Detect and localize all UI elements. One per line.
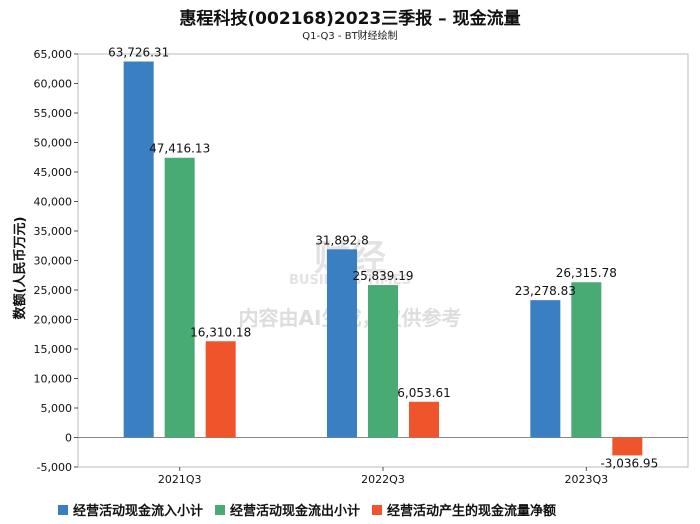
y-axis-label: 数额(人民币万元): [12, 217, 28, 320]
legend-label: 经营活动现金流出小计: [230, 504, 361, 519]
y-tick-label: 25,000: [34, 284, 73, 297]
legend-label: 经营活动产生的现金流量净额: [387, 504, 557, 519]
bar: [164, 157, 195, 438]
y-tick-label: 20,000: [34, 314, 73, 327]
y-tick-label: 10,000: [34, 373, 73, 386]
y-tick-label: 30,000: [34, 255, 73, 268]
legend-swatch: [372, 504, 383, 515]
y-tick-label: 65,000: [34, 48, 73, 61]
y-tick-label: 35,000: [34, 225, 73, 238]
x-tick-label: 2023Q3: [565, 473, 609, 486]
data-label: 23,278.83: [515, 284, 576, 298]
legend-swatch: [215, 504, 226, 515]
data-label: 6,053.61: [397, 386, 450, 400]
x-tick-label: 2021Q3: [158, 473, 202, 486]
bar: [530, 300, 561, 438]
y-tick-label: 60,000: [34, 78, 73, 91]
x-tick-label: 2022Q3: [361, 473, 405, 486]
bar: [123, 61, 154, 438]
bar: [409, 401, 439, 438]
y-tick-label: 50,000: [34, 137, 73, 150]
legend-item: 经营活动现金流出小计: [215, 500, 360, 519]
chart-subtitle: Q1-Q3 - BT财经绘制: [302, 31, 398, 42]
legend-item: 经营活动现金流入小计: [58, 500, 203, 519]
data-label: 25,839.19: [352, 269, 413, 283]
legend: 经营活动现金流入小计 经营活动现金流出小计 经营活动产生的现金流量净额: [58, 500, 556, 519]
bar: [612, 437, 643, 456]
data-label: 16,310.18: [190, 325, 251, 339]
data-label: 26,315.78: [556, 266, 617, 280]
y-tick-label: 15,000: [34, 343, 73, 356]
data-label: 63,726.31: [108, 46, 169, 60]
y-tick-label: 45,000: [34, 166, 73, 179]
data-label: 47,416.13: [149, 142, 210, 156]
legend-item: 经营活动产生的现金流量净额: [372, 500, 556, 519]
y-tick-label: 0: [65, 432, 72, 445]
bar: [205, 341, 236, 438]
y-tick-label: -5,000: [37, 461, 72, 474]
y-tick-label: 5,000: [41, 402, 73, 415]
data-label: 31,892.8: [315, 233, 368, 247]
bar: [327, 249, 357, 438]
legend-swatch: [58, 504, 68, 515]
chart-title: 惠程科技(002168)2023三季报 – 现金流量: [179, 9, 521, 29]
bar: [368, 285, 398, 438]
legend-label: 经营活动现金流入小计: [73, 504, 204, 519]
y-tick-label: 55,000: [34, 107, 73, 120]
data-label: -3,036.95: [600, 456, 658, 470]
y-tick-label: 40,000: [34, 196, 73, 209]
bar: [571, 282, 602, 438]
